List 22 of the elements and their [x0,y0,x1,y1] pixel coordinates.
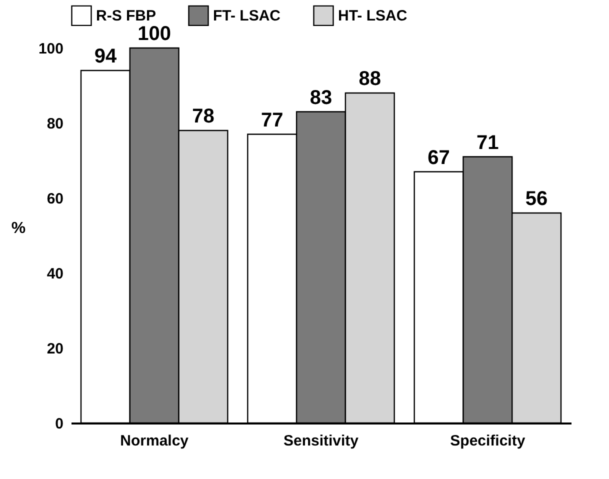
data-label: 83 [310,86,332,109]
data-label: 100 [138,23,172,45]
y-tick-label: 20 [46,340,64,358]
y-axis-title: % [11,220,26,237]
data-label: 71 [476,132,499,154]
y-tick-label: 100 [38,40,64,58]
data-label: 88 [358,68,382,90]
y-tick-label: 40 [46,266,64,282]
y-tick-label: 0 [55,416,64,432]
y-tick-label: 60 [46,190,64,208]
data-label: 56 [525,188,548,210]
legend-label: HT- LSAC [338,8,408,25]
legend-label: R-S FBP [96,8,156,25]
x-tick-label: Normalcy [120,432,190,450]
y-tick-label: 80 [46,116,64,132]
data-label: 67 [428,146,450,169]
data-label: 77 [260,109,284,132]
x-tick-label: Sensitivity [283,432,360,450]
x-tick-label: Specificity [450,432,526,450]
data-label: 94 [94,46,118,68]
data-label: 78 [192,106,214,128]
legend-label: FT- LSAC [213,8,281,25]
